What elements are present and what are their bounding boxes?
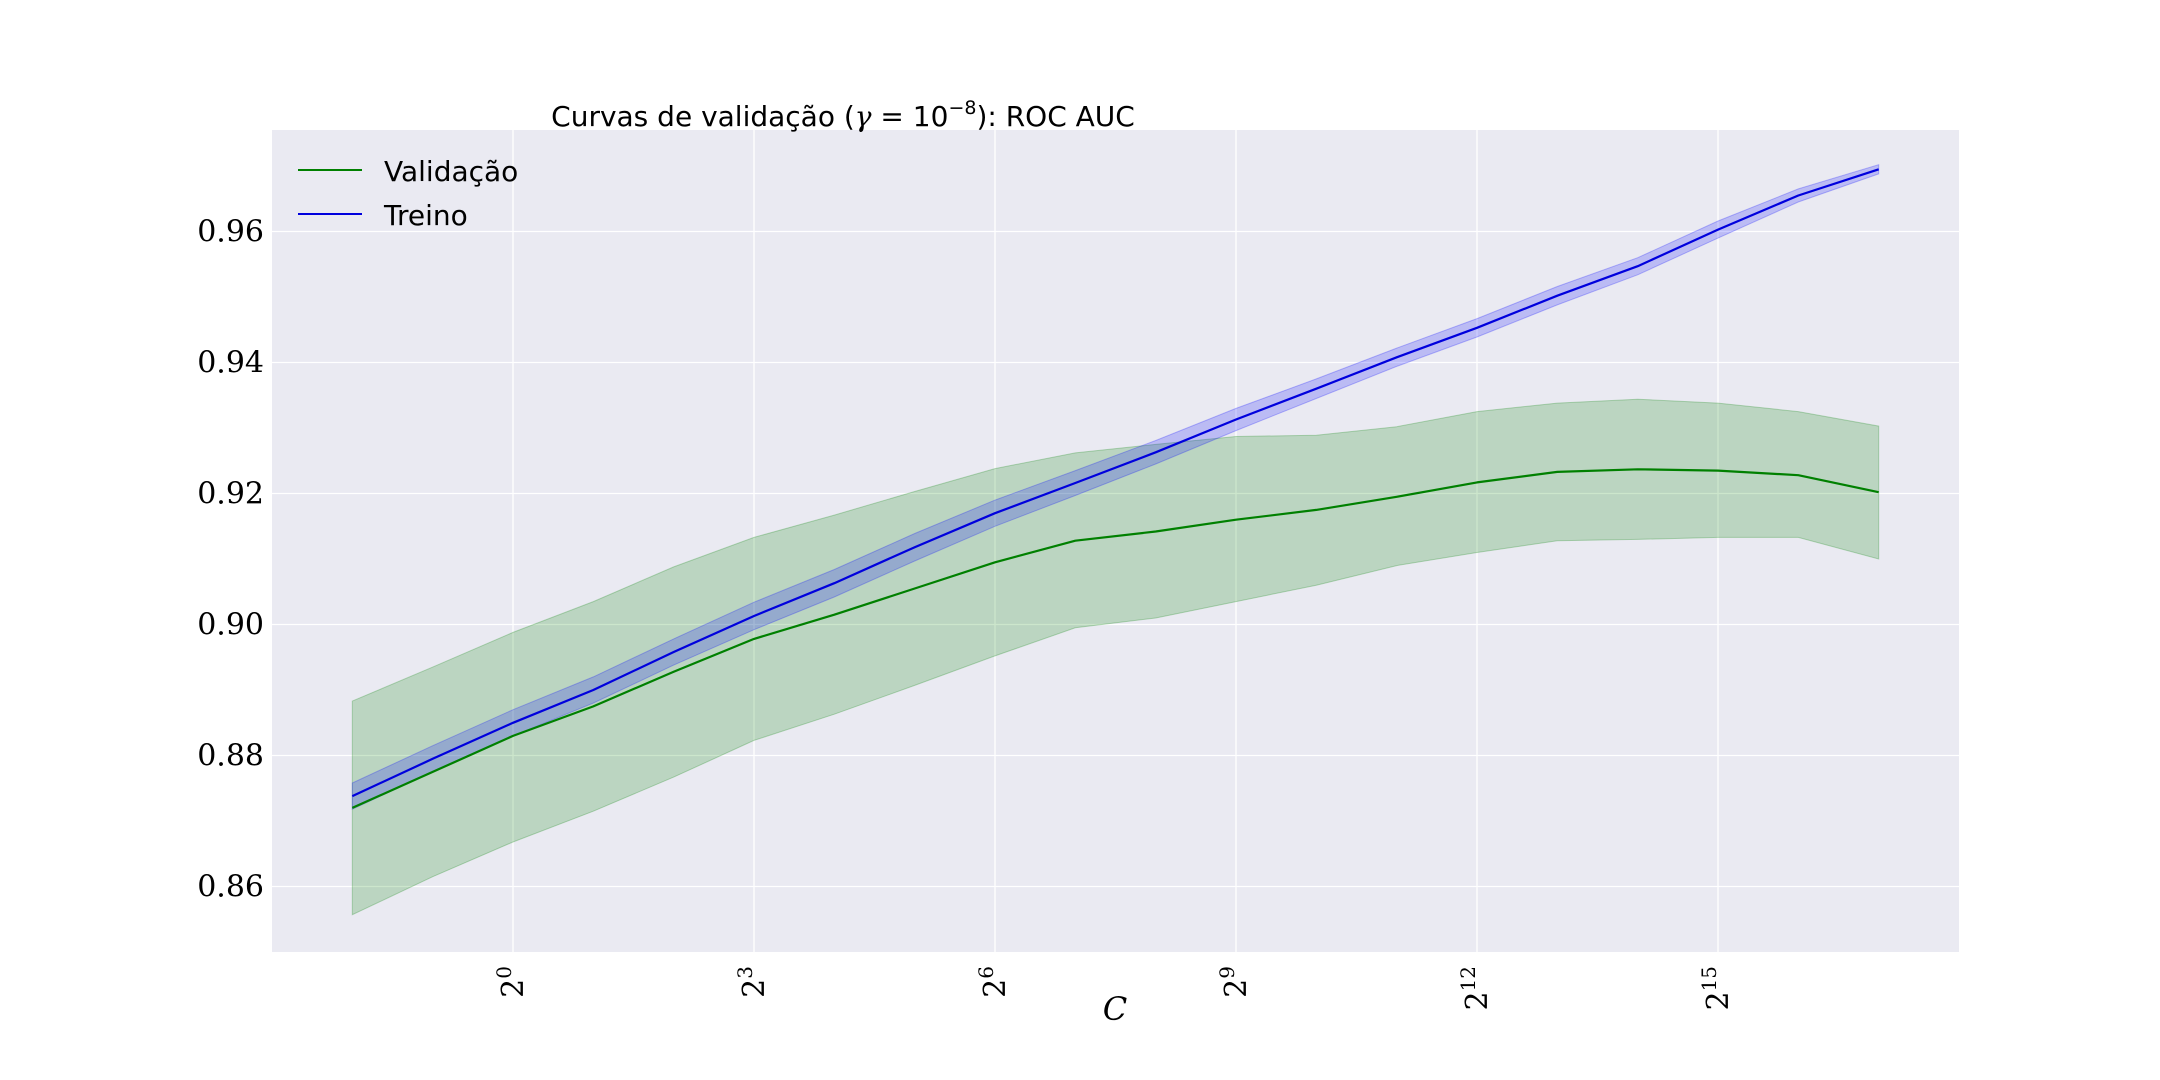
y-axis-ticks: 0.86 0.88 0.90 0.92 0.94 0.96 [197,215,264,905]
x-tick-label: 29 [1215,966,1254,998]
y-tick-label: 0.86 [197,870,264,905]
series-lines [351,168,1880,809]
line-treino [351,168,1880,798]
x-tick-label: 26 [974,966,1013,998]
legend: Validação Treino [298,155,518,232]
y-tick-label: 0.88 [197,739,264,774]
x-tick-label: 215 [1697,966,1736,1011]
x-tick-label: 212 [1456,966,1495,1011]
y-tick-label: 0.92 [197,477,264,512]
band-treino [351,164,1880,810]
x-tick-label: 20 [492,966,531,998]
y-tick-label: 0.90 [197,608,264,643]
y-tick-label: 0.94 [197,346,264,381]
confidence-bands [351,164,1880,916]
legend-label-treino: Treino [383,199,468,232]
grid-lines [272,130,1959,952]
legend-label-validacao: Validação [384,155,518,188]
chart-title: Curvas de validação (γ = 10−8): ROC AUC [551,97,1135,133]
band-validacao [351,398,1880,916]
x-axis-ticks: 20 23 26 29 212 215 [492,966,1736,1011]
x-axis-label: C [1103,990,1127,1028]
y-tick-label: 0.96 [197,215,264,250]
plot-area [272,130,1959,952]
x-tick-label: 23 [733,966,772,998]
line-validacao [351,468,1879,809]
